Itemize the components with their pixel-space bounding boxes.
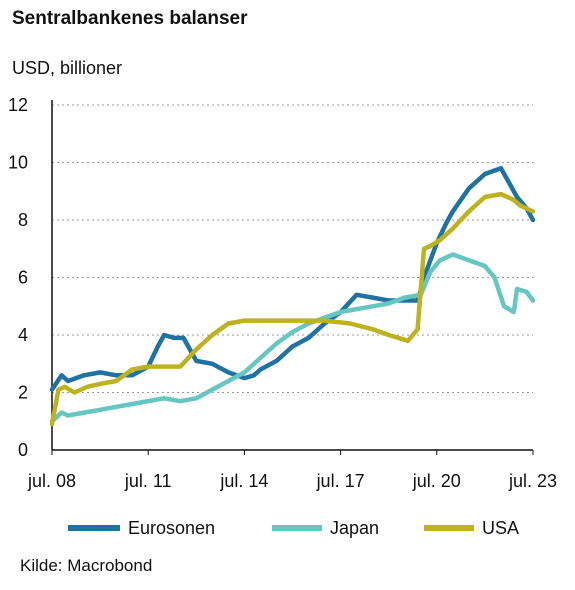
y-axis-unit-label: USD, billioner	[12, 58, 123, 78]
legend-item-eurosonen: Eurosonen	[68, 518, 215, 538]
y-tick-label: 6	[18, 268, 28, 288]
source-note: Kilde: Macrobond	[20, 556, 153, 575]
x-axis-ticks: jul. 08 jul. 11 jul. 14 jul. 17 jul. 20 jul. …	[27, 450, 557, 491]
chart-title: Sentralbankenes balanser	[12, 8, 248, 29]
x-tick-label: jul. 11	[124, 471, 172, 491]
y-tick-label: 2	[18, 383, 28, 403]
series-line-eurosonen	[49, 165, 536, 392]
legend-label: Eurosonen	[128, 518, 215, 538]
legend-item-usa: USA	[424, 518, 519, 538]
legend-label: USA	[482, 518, 519, 538]
y-tick-label: 10	[8, 153, 28, 173]
grid-lines	[51, 100, 533, 451]
y-tick-label: 4	[18, 325, 28, 345]
x-tick-label: jul. 23	[508, 471, 557, 491]
legend-label: Japan	[330, 518, 379, 538]
y-axis-ticks: 0 2 4 6 8 10 12	[8, 95, 28, 460]
y-tick-label: 0	[18, 440, 28, 460]
legend: Eurosonen Japan USA	[68, 518, 519, 538]
y-tick-label: 8	[18, 210, 28, 230]
legend-item-japan: Japan	[272, 518, 379, 538]
x-tick-label: jul. 20	[412, 471, 461, 491]
x-tick-label: jul. 14	[219, 471, 268, 491]
y-tick-label: 12	[8, 95, 28, 115]
x-tick-label: jul. 17	[316, 471, 365, 491]
x-tick-label: jul. 08	[27, 471, 76, 491]
series-lines	[49, 165, 536, 427]
series-line-japan	[49, 252, 536, 424]
series-line-usa	[49, 191, 536, 427]
